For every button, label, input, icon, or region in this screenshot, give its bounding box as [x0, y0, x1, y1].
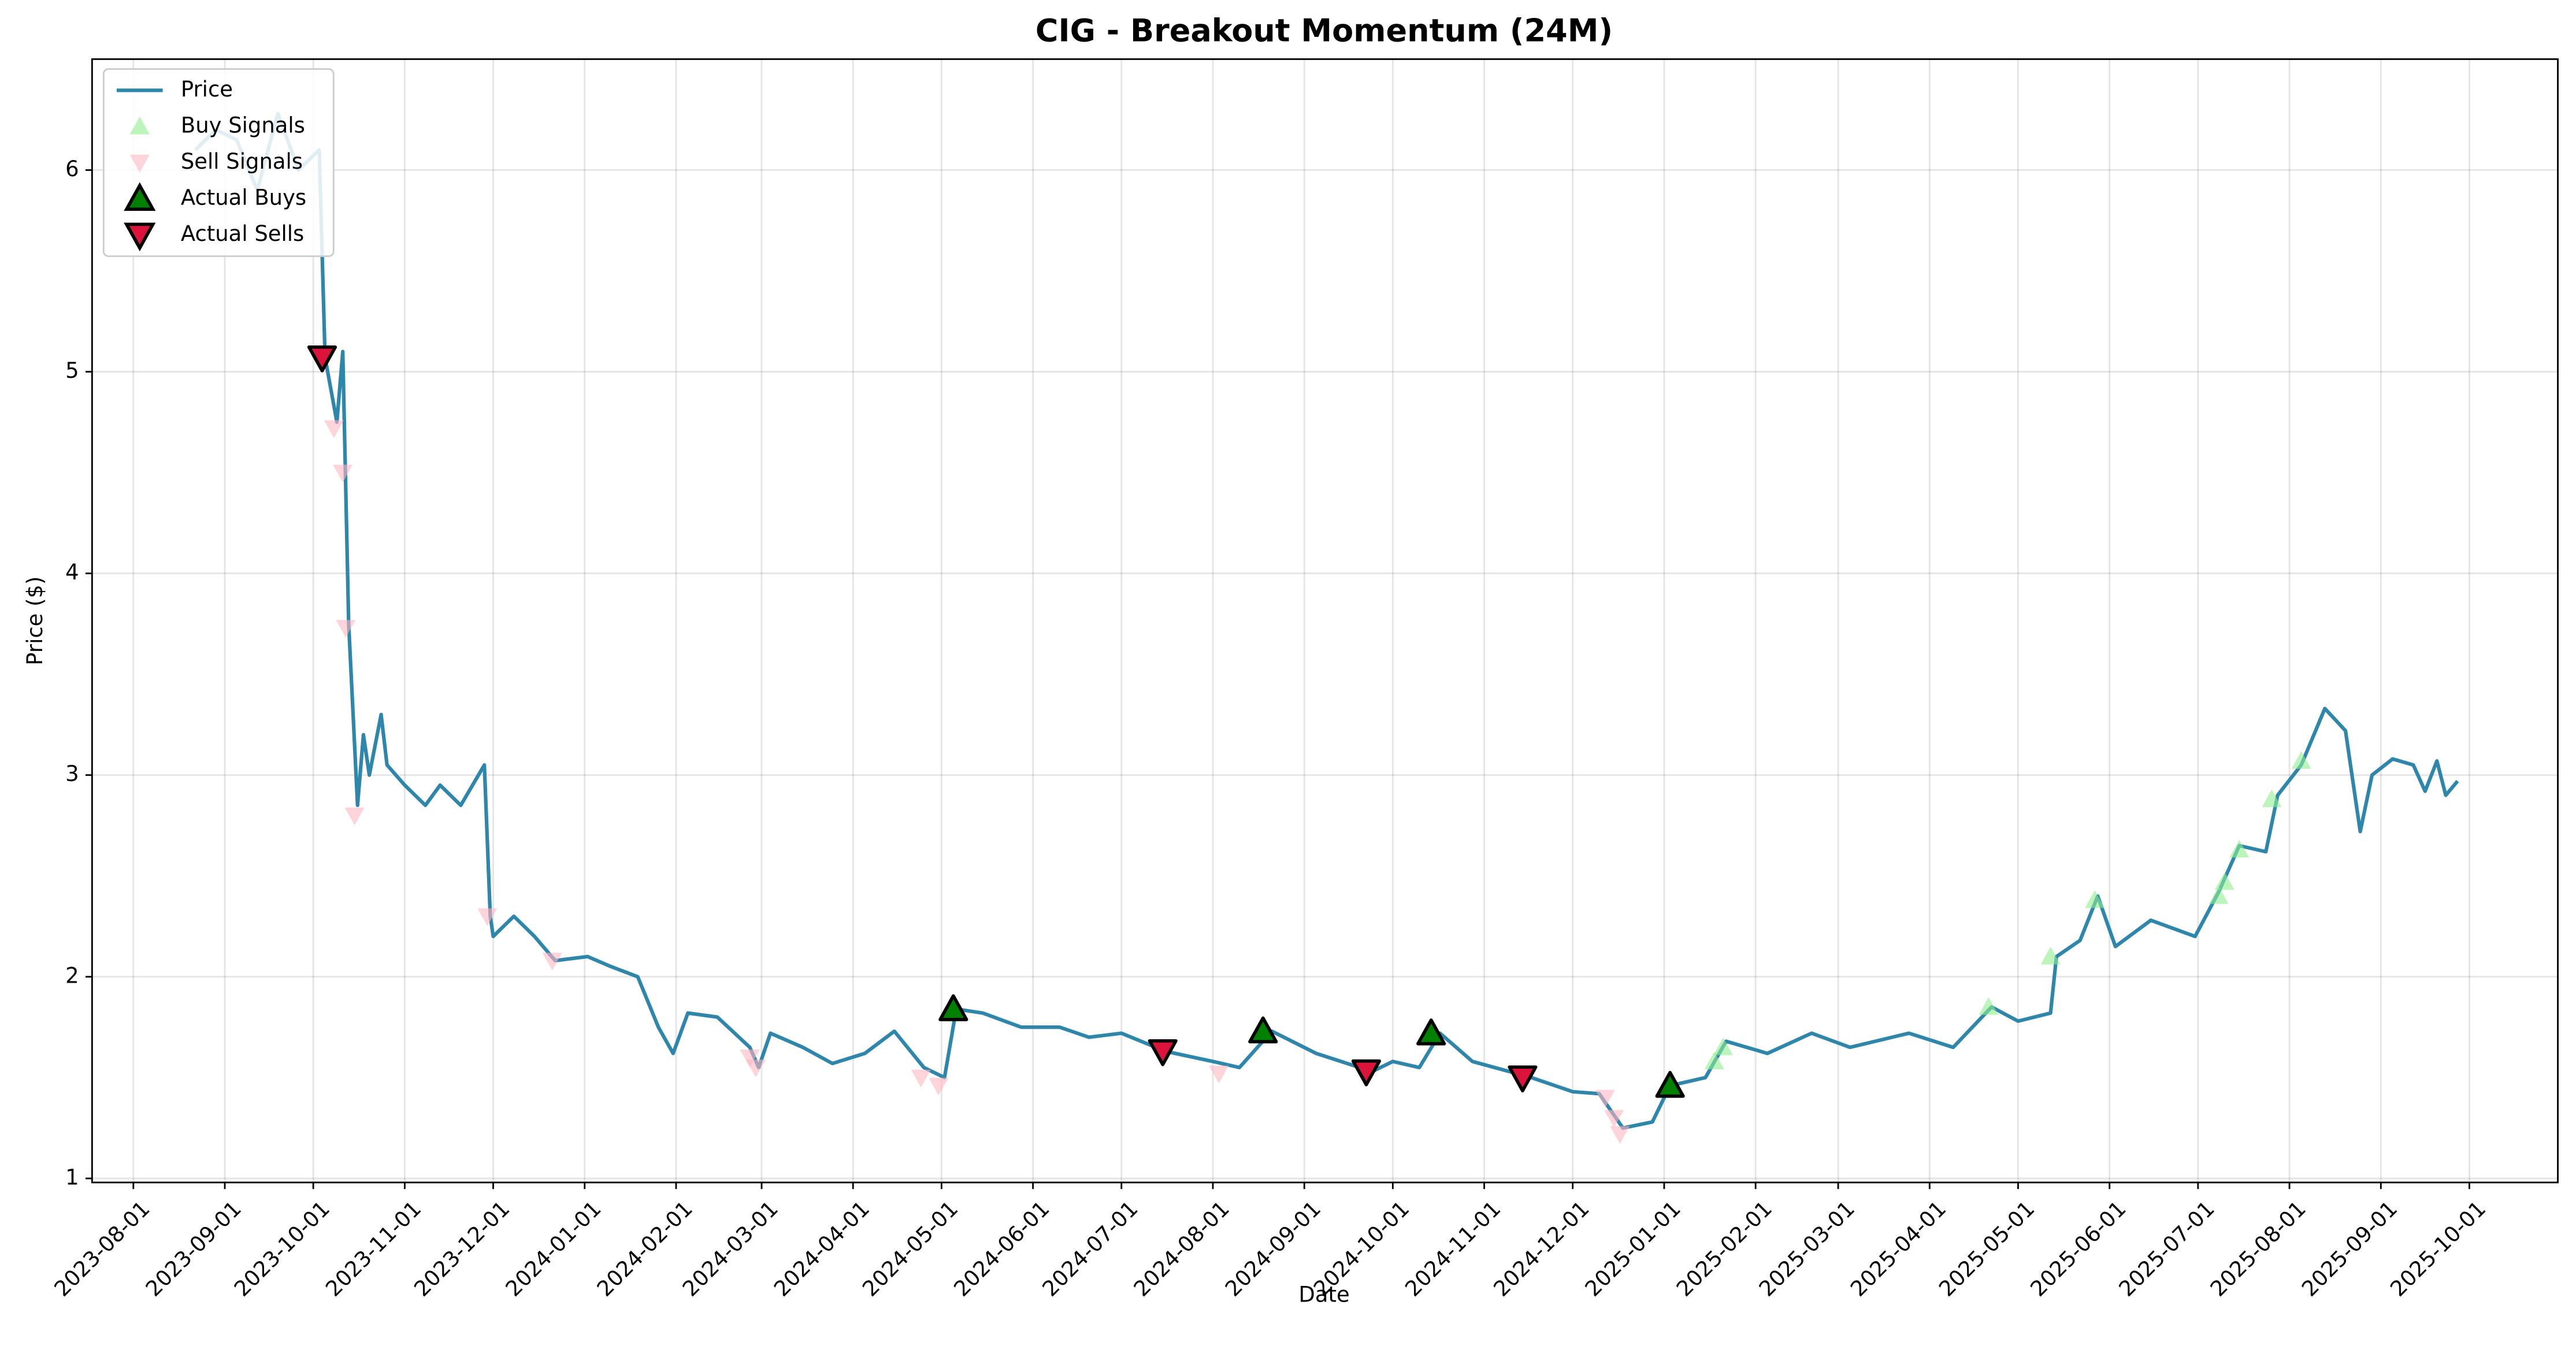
legend-marker: [129, 154, 150, 173]
y-tick-label: 1: [65, 1165, 79, 1189]
signal-marker: [2229, 839, 2250, 858]
signal-marker: [740, 1049, 760, 1068]
signal-marker: [745, 1059, 766, 1077]
legend-label: Sell Signals: [181, 149, 303, 174]
plot-frame: [91, 58, 2559, 1184]
signal-marker: [2208, 886, 2229, 904]
signal-marker: [477, 908, 498, 927]
y-tick-label: 2: [65, 963, 79, 988]
signal-marker: [1713, 1037, 1734, 1055]
y-tick-label: 4: [65, 560, 79, 585]
legend-box: [102, 68, 335, 257]
signal-marker: [929, 1077, 949, 1096]
signal-marker: [1248, 1016, 1278, 1044]
signal-marker: [2040, 946, 2061, 965]
chart-title: CIG - Breakout Momentum (24M): [1035, 12, 1613, 49]
signal-marker: [2214, 872, 2234, 890]
signal-marker: [1610, 1126, 1630, 1144]
signal-marker: [1979, 997, 1999, 1015]
legend-label: Actual Sells: [181, 221, 304, 246]
signal-marker: [1351, 1059, 1382, 1087]
signal-marker: [1148, 1039, 1178, 1066]
signal-marker: [1604, 1110, 1624, 1128]
signal-marker: [938, 994, 968, 1021]
y-tick-label: 3: [65, 761, 79, 786]
legend-label: Actual Buys: [181, 185, 306, 210]
signal-marker: [1655, 1070, 1685, 1098]
signal-marker: [542, 953, 562, 971]
signal-marker: [1416, 1018, 1446, 1046]
y-tick-label: 6: [65, 157, 79, 181]
signal-marker: [1209, 1065, 1229, 1084]
signal-marker: [911, 1069, 931, 1088]
signal-marker: [1704, 1051, 1724, 1070]
signal-marker: [333, 464, 353, 483]
signal-marker: [336, 620, 356, 638]
legend-marker: [129, 116, 150, 135]
legend-label: Price: [181, 77, 233, 102]
signal-marker: [307, 345, 337, 373]
signal-marker: [2085, 890, 2105, 908]
y-axis-label: Price ($): [23, 577, 47, 665]
price-line: [194, 111, 2459, 1130]
signal-marker: [344, 807, 365, 826]
legend-marker: [124, 182, 156, 211]
signal-marker: [2262, 789, 2282, 808]
signal-marker: [1508, 1065, 1538, 1092]
legend-marker: [124, 222, 156, 252]
signal-marker: [2291, 751, 2311, 769]
signal-marker: [1595, 1090, 1615, 1108]
y-tick-label: 5: [65, 358, 79, 383]
x-axis-label: Date: [1298, 1282, 1349, 1307]
legend-label: Buy Signals: [181, 113, 305, 137]
signal-marker: [324, 420, 344, 438]
